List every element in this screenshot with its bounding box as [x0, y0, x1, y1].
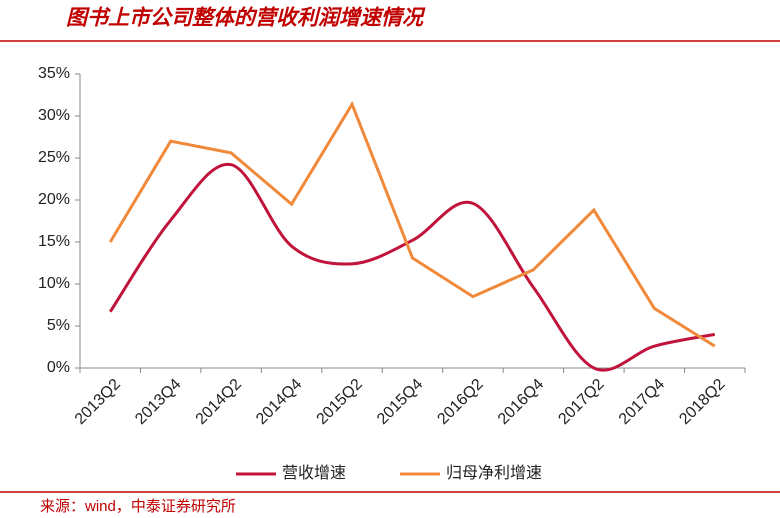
x-tick-label: 2018Q2	[676, 376, 728, 428]
x-tick-label: 2013Q2	[72, 376, 124, 428]
x-tick-label: 2016Q4	[495, 376, 547, 428]
x-tick-label: 2017Q2	[555, 376, 607, 428]
y-tick-label: 5%	[47, 317, 70, 334]
legend-label: 营收增速	[282, 464, 346, 482]
x-tick-label: 2014Q4	[253, 376, 305, 428]
y-tick-label: 30%	[38, 107, 70, 124]
x-tick-label: 2013Q4	[132, 376, 184, 428]
y-tick-label: 15%	[38, 233, 70, 250]
x-tick-label: 2015Q2	[314, 376, 366, 428]
y-tick-label: 10%	[38, 275, 70, 292]
source: 来源：wind，中泰证券研究所	[40, 498, 236, 515]
title: 图书上市公司整体的营收利润增速情况	[66, 6, 426, 30]
series-line	[108, 163, 716, 372]
y-tick-label: 20%	[38, 191, 70, 208]
series-line	[108, 100, 716, 348]
x-tick-label: 2015Q4	[374, 376, 426, 428]
x-tick-label: 2016Q2	[434, 376, 486, 428]
y-tick-label: 25%	[38, 149, 70, 166]
y-tick-label: 35%	[38, 65, 70, 82]
legend-label: 归母净利增速	[446, 464, 542, 482]
x-tick-label: 2014Q2	[193, 376, 245, 428]
y-tick-label: 0%	[47, 359, 70, 376]
x-tick-label: 2017Q4	[616, 376, 668, 428]
